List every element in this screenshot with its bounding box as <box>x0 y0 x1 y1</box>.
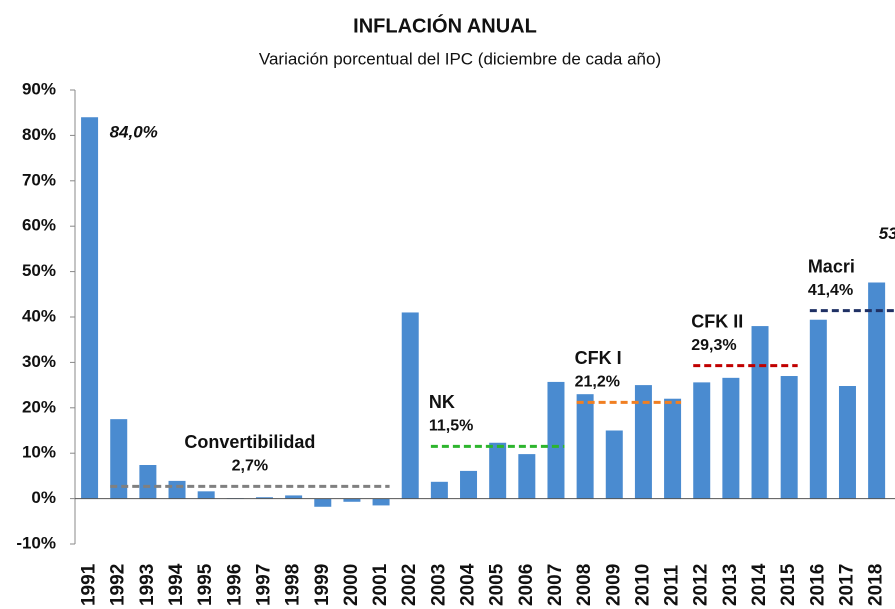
period-value: 2,7% <box>232 458 268 475</box>
x-tick-label: 1993 <box>137 564 158 606</box>
bar <box>722 377 740 499</box>
x-tick-label: 1997 <box>253 564 274 606</box>
x-tick-label: 2013 <box>720 564 741 606</box>
y-tick-label: 0% <box>31 488 56 507</box>
x-tick-label: 1991 <box>79 563 100 606</box>
y-tick-label: 20% <box>22 397 56 416</box>
y-tick-label: 50% <box>22 261 56 280</box>
period-name: Macri <box>808 256 855 276</box>
x-tick-label: 2008 <box>574 564 595 606</box>
chart-title: INFLACIÓN ANUAL <box>353 13 537 37</box>
bar <box>343 498 361 502</box>
x-tick-label: 2011 <box>662 564 683 606</box>
y-tick-label: 90% <box>22 79 56 98</box>
x-tick-label: 1992 <box>108 564 129 606</box>
x-tick-label: 2018 <box>866 564 887 606</box>
x-tick-label: 2001 <box>370 563 391 606</box>
y-tick-label: 80% <box>22 125 56 144</box>
x-tick-label: 2002 <box>399 564 420 606</box>
period-value: 11,5% <box>429 418 473 435</box>
bar <box>110 419 128 499</box>
bar <box>547 381 565 499</box>
bar <box>314 498 332 507</box>
x-tick-label: 2016 <box>807 564 828 606</box>
bar <box>751 326 769 499</box>
x-tick-label: 1995 <box>195 563 216 606</box>
period-name: CFK I <box>575 348 622 368</box>
x-tick-label: 2007 <box>545 564 566 606</box>
x-tick-label: 1999 <box>312 564 333 606</box>
y-tick-label: 30% <box>22 352 56 371</box>
bar <box>285 495 303 499</box>
x-tick-label: 2010 <box>632 564 653 606</box>
x-tick-label: 2004 <box>458 563 479 606</box>
bar <box>139 465 157 499</box>
y-tick-label: 70% <box>22 170 56 189</box>
x-tick-label: 1996 <box>224 564 245 606</box>
bar <box>255 497 273 499</box>
x-tick-label: 2009 <box>603 564 624 606</box>
period-value: 29,3% <box>691 337 736 354</box>
bar <box>868 282 886 499</box>
bar <box>168 480 186 499</box>
bar <box>664 398 682 499</box>
bar <box>809 319 827 499</box>
bar <box>372 498 390 506</box>
bar <box>518 454 536 499</box>
x-tick-label: 2017 <box>836 564 857 606</box>
x-tick-label: 2006 <box>516 564 537 606</box>
x-tick-label: 1998 <box>283 564 304 606</box>
x-tick-label: 1994 <box>166 563 187 606</box>
bar <box>197 491 215 499</box>
x-tick-label: 2003 <box>428 564 449 606</box>
x-tick-label: 2015 <box>778 563 799 606</box>
y-tick-label: 40% <box>22 306 56 325</box>
data-label: 84,0% <box>110 123 158 142</box>
x-tick-label: 2014 <box>749 563 770 606</box>
bar <box>576 394 594 499</box>
bar <box>780 376 798 499</box>
bar <box>489 442 507 499</box>
y-tick-label: -10% <box>16 533 56 552</box>
bar <box>693 382 711 499</box>
bar <box>460 470 478 499</box>
x-tick-label: 2000 <box>341 564 362 606</box>
period-value: 41,4% <box>808 282 853 299</box>
bar <box>838 386 856 499</box>
x-tick-label: 2012 <box>691 564 712 606</box>
y-tick-label: 60% <box>22 216 56 235</box>
y-tick-label: 10% <box>22 443 56 462</box>
bar <box>634 385 652 499</box>
period-name: NK <box>429 392 455 412</box>
period-name: Convertibilidad <box>184 432 315 452</box>
bar <box>401 312 419 499</box>
bar <box>81 117 99 499</box>
bar <box>430 481 448 499</box>
period-name: CFK II <box>691 311 743 331</box>
period-value: 21,2% <box>575 374 620 391</box>
data-label: 53,8% <box>879 224 895 243</box>
x-tick-label: 2005 <box>487 563 508 606</box>
chart-subtitle: Variación porcentual del IPC (diciembre … <box>259 49 661 68</box>
bar <box>605 430 623 499</box>
